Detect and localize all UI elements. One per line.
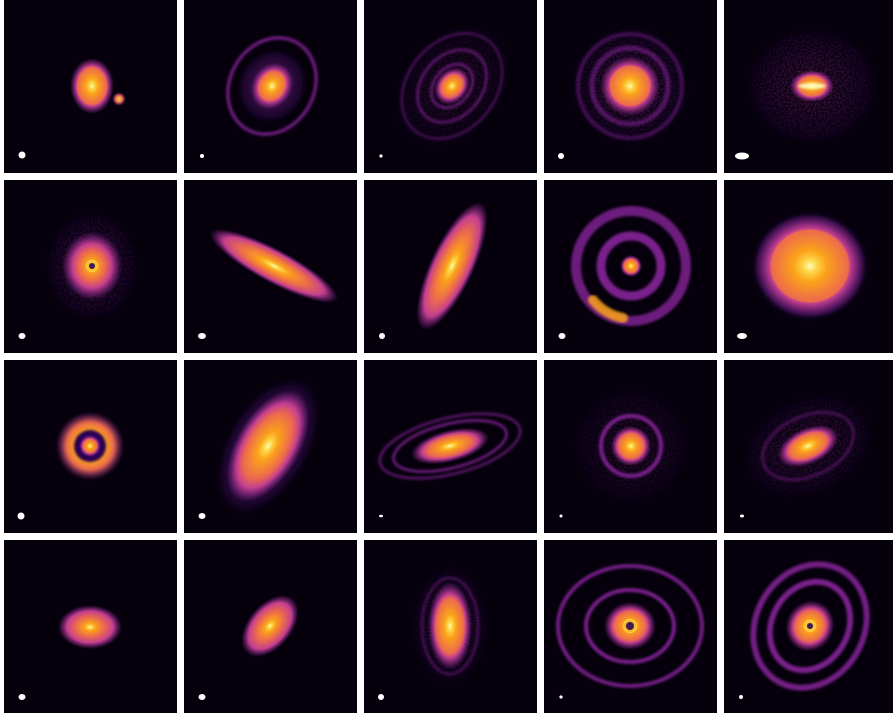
beam-ellipse <box>735 152 749 160</box>
beam-ellipse <box>18 694 26 700</box>
disc-body <box>620 255 642 277</box>
disc-image-panel <box>364 0 537 173</box>
disc-body <box>428 582 472 670</box>
disc-ring <box>556 564 704 688</box>
disc-body <box>434 67 470 105</box>
disc-image-panel <box>544 180 717 353</box>
disc-image-panel <box>184 360 357 533</box>
disc-image-panel <box>544 540 717 713</box>
beam-ellipse <box>198 333 206 339</box>
beam-ellipse <box>740 514 744 518</box>
disc-ring <box>584 588 676 664</box>
beam-ellipse <box>558 333 566 339</box>
disc-image-panel <box>4 360 177 533</box>
disc-image-panel <box>544 360 717 533</box>
disc-ring <box>760 410 856 482</box>
disc-ring <box>596 231 666 301</box>
beam-ellipse <box>200 154 204 158</box>
disc-ring <box>420 576 480 676</box>
disc-body <box>410 427 490 465</box>
beam-ellipse <box>559 695 563 699</box>
disc-image-panel <box>4 180 177 353</box>
disc-body <box>241 595 299 657</box>
disc-body <box>777 425 839 467</box>
disc-image-panel <box>4 540 177 713</box>
beam-ellipse <box>378 694 384 700</box>
disc-image-panel <box>724 0 893 173</box>
beam-ellipse <box>558 153 564 159</box>
disc-image-panel <box>4 0 177 173</box>
beam-ellipse <box>379 514 383 518</box>
disc-image-panel <box>184 180 357 353</box>
disc-body <box>79 435 101 457</box>
disc-ring <box>391 418 509 474</box>
disc-crescent <box>588 295 628 323</box>
disc-body <box>226 389 310 503</box>
disc-ring <box>766 578 854 674</box>
disc-ring <box>226 36 318 136</box>
disc-ring <box>378 412 522 480</box>
disc-body <box>70 58 114 114</box>
beam-ellipse <box>17 512 25 520</box>
disc-image-panel <box>544 0 717 173</box>
disc-image-panel <box>724 180 893 353</box>
disc-body <box>58 605 122 649</box>
disc-ring <box>589 45 671 127</box>
disc-image-panel <box>184 540 357 713</box>
disc-ring <box>599 414 663 478</box>
beam-ellipse <box>559 514 563 518</box>
beam-ellipse <box>198 513 206 519</box>
beam-ellipse <box>739 695 743 699</box>
disc-image-panel <box>364 180 537 353</box>
disc-ring <box>576 32 684 140</box>
disc-image-panel <box>724 360 893 533</box>
disc-body <box>416 201 488 331</box>
disc-body <box>754 214 866 318</box>
beam-ellipse <box>379 333 385 339</box>
disc-ring <box>429 62 475 110</box>
disc-image-panel <box>184 0 357 173</box>
disc-image-panel <box>364 540 537 713</box>
disc-body <box>209 229 339 303</box>
beam-ellipse <box>18 151 26 159</box>
disc-ring <box>750 561 870 691</box>
beam-ellipse <box>198 694 206 700</box>
companion-source <box>112 92 126 106</box>
beam-ellipse <box>18 333 26 339</box>
disc-ring <box>571 206 691 326</box>
disc-ring <box>416 48 488 124</box>
disc-ring <box>400 32 504 140</box>
beam-ellipse <box>737 333 747 339</box>
disc-image-panel <box>364 360 537 533</box>
beam-ellipse <box>379 154 383 158</box>
disc-image-panel <box>724 540 893 713</box>
disc-body <box>600 56 660 116</box>
disc-body <box>611 426 651 466</box>
disc-body <box>250 62 294 110</box>
